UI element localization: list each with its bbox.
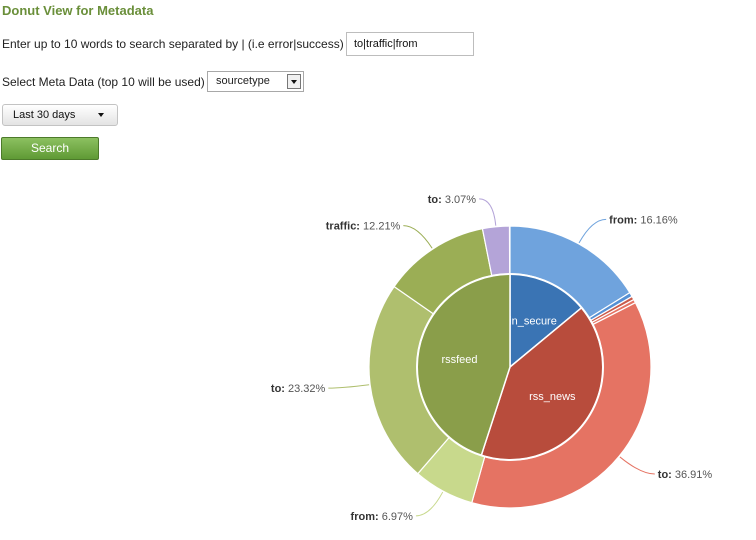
- connector-line-0: [578, 218, 607, 244]
- page-title: Donut View for Metadata: [2, 3, 154, 18]
- inner-label-lin_secure: lin_secure: [507, 316, 557, 328]
- words-input[interactable]: [346, 32, 474, 56]
- caret-down-icon: [98, 113, 104, 117]
- slice-label-0: from: 16.16%: [609, 214, 678, 226]
- connector-line-6: [328, 384, 370, 389]
- time-range-label: Last 30 days: [13, 109, 76, 121]
- inner-label-rss_news: rss_news: [529, 391, 576, 403]
- search-button[interactable]: Search: [1, 137, 99, 160]
- time-range-button[interactable]: Last 30 days: [2, 104, 118, 126]
- chevron-down-icon: [287, 74, 301, 89]
- inner-label-rssfeed: rssfeed: [441, 354, 477, 366]
- ring-separator: [416, 273, 604, 461]
- connector-line-8: [479, 198, 497, 226]
- slice-label-5: from: 6.97%: [351, 511, 414, 523]
- words-label: Enter up to 10 words to search separated…: [2, 37, 344, 51]
- meta-label: Select Meta Data (top 10 will be used): [2, 75, 205, 89]
- slice-label-8: to: 3.07%: [428, 194, 477, 206]
- connector-line-7: [403, 225, 433, 249]
- slice-label-7: traffic: 12.21%: [326, 221, 401, 233]
- connector-line-4: [619, 456, 655, 475]
- meta-select-value: sourcetype: [216, 75, 270, 87]
- connector-line-5: [415, 491, 444, 517]
- slice-label-4: to: 36.91%: [658, 469, 713, 481]
- meta-select[interactable]: sourcetype: [207, 71, 304, 92]
- slice-label-6: to: 23.32%: [271, 383, 326, 395]
